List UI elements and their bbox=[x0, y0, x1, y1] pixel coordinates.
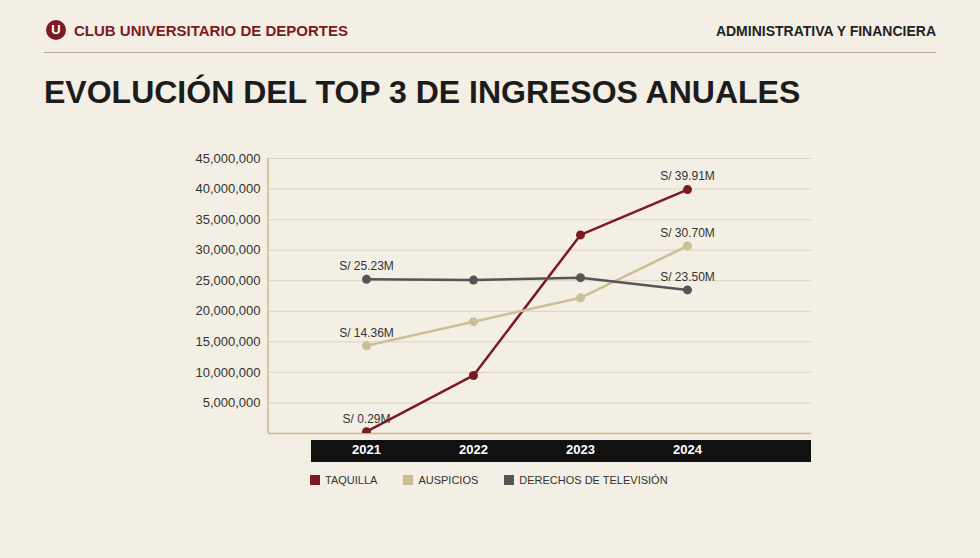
svg-text:S/ 0.29M: S/ 0.29M bbox=[342, 412, 390, 426]
svg-text:S/ 14.36M: S/ 14.36M bbox=[339, 326, 394, 340]
svg-text:S/ 23.50M: S/ 23.50M bbox=[660, 270, 715, 284]
svg-text:S/ 39.91M: S/ 39.91M bbox=[660, 169, 715, 183]
html-text:EVOLUCIÓN DEL TOP 3 DE INGRESO: EVOLUCIÓN DEL TOP 3 DE INGRESOS ANUALES bbox=[44, 74, 801, 110]
svg-text:2022: 2022 bbox=[459, 442, 488, 457]
html-text:TAQUILLA: TAQUILLA bbox=[325, 474, 378, 486]
svg-text:2021: 2021 bbox=[352, 442, 381, 457]
svg-text:S/ 25.23M: S/ 25.23M bbox=[339, 259, 394, 273]
svg-text:10,000,000: 10,000,000 bbox=[195, 365, 260, 380]
svg-text:15,000,000: 15,000,000 bbox=[195, 334, 260, 349]
svg-text:45,000,000: 45,000,000 bbox=[195, 151, 260, 166]
svg-text:5,000,000: 5,000,000 bbox=[203, 395, 261, 410]
svg-text:2024: 2024 bbox=[673, 442, 703, 457]
svg-text:40,000,000: 40,000,000 bbox=[195, 181, 260, 196]
html-text:U: U bbox=[51, 22, 61, 37]
html-text:DERECHOS DE TELEVISIÓN: DERECHOS DE TELEVISIÓN bbox=[519, 474, 668, 486]
svg-text:2023: 2023 bbox=[566, 442, 595, 457]
html-text:CLUB UNIVERSITARIO DE DEPORTES: CLUB UNIVERSITARIO DE DEPORTES bbox=[74, 22, 348, 39]
html-text:ADMINISTRATIVA Y FINANCIERA: ADMINISTRATIVA Y FINANCIERA bbox=[715, 23, 936, 39]
svg-text:20,000,000: 20,000,000 bbox=[195, 303, 260, 318]
svg-text:35,000,000: 35,000,000 bbox=[195, 212, 260, 227]
svg-text:25,000,000: 25,000,000 bbox=[195, 273, 260, 288]
svg-text:30,000,000: 30,000,000 bbox=[195, 242, 260, 257]
svg-text:S/ 30.70M: S/ 30.70M bbox=[660, 226, 715, 240]
html-text:AUSPICIOS: AUSPICIOS bbox=[418, 474, 479, 486]
